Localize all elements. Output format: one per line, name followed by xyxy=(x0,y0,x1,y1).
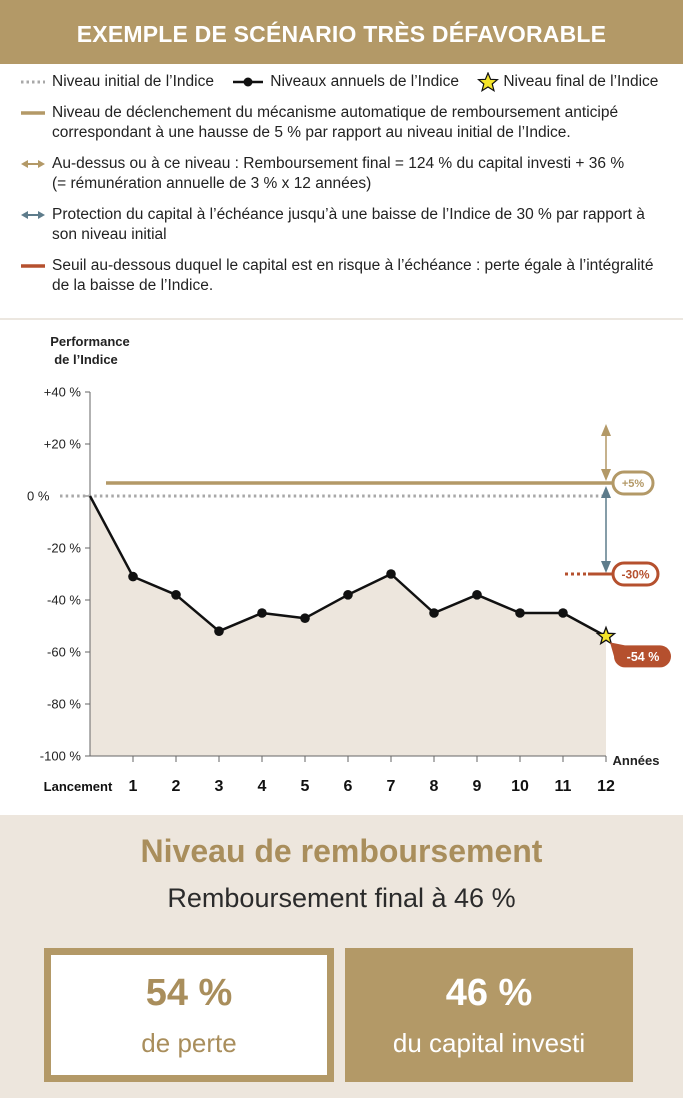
x-tick-label: 7 xyxy=(387,778,396,795)
y-tick-label: -20 % xyxy=(47,541,81,556)
data-point xyxy=(128,571,138,582)
y-tick-label: -60 % xyxy=(47,645,81,660)
dotted-line-icon xyxy=(21,80,45,84)
y-tick-label: 0 % xyxy=(27,489,50,504)
star-icon xyxy=(477,72,500,92)
legend-item-annual: Niveaux annuels de l’Indice xyxy=(232,72,459,92)
x-tick-label: 6 xyxy=(344,778,353,795)
loss-caption: de perte xyxy=(141,1028,237,1058)
x-tick-label: 11 xyxy=(555,778,572,795)
final-star-marker xyxy=(595,625,617,646)
data-point xyxy=(171,590,181,600)
chart-panel: Performance de l’Indice +40 % +20 % 0 % -20… xyxy=(0,318,683,813)
gold-double-arrow-icon xyxy=(21,160,45,168)
y-axis-title-line1: Performance xyxy=(50,334,129,349)
barrier-pill xyxy=(611,561,660,587)
barrier-pill-label: -30% xyxy=(621,568,649,582)
data-point xyxy=(300,613,310,623)
legend-label-final: Niveau final de l’Indice xyxy=(503,73,659,90)
legend-label-above-1: Au-dessus ou à ce niveau : Remboursement… xyxy=(52,155,625,172)
x-tick-label: 9 xyxy=(473,778,482,795)
data-point xyxy=(558,608,568,618)
header-banner: EXEMPLE DE SCÉNARIO TRÈS DÉFAVORABLE xyxy=(0,0,683,64)
legend-label-trigger: Niveau de déclenchement du mécanisme aut… xyxy=(52,104,619,141)
y-axis-title-line2: de l’Indice xyxy=(54,352,118,367)
gold-arrow-head-down xyxy=(601,469,611,481)
y-tick-label: -80 % xyxy=(47,697,81,712)
gold-arrow-head-up xyxy=(601,424,611,436)
legend-label-initial: Niveau initial de l’Indice xyxy=(52,73,214,90)
x-tick-label: 5 xyxy=(301,778,310,795)
data-point xyxy=(515,608,525,618)
data-point xyxy=(429,608,439,618)
x-tick-label: Lancement xyxy=(44,779,113,794)
result-title: Niveau de remboursement xyxy=(140,833,543,869)
y-tick-label: +40 % xyxy=(44,385,82,400)
capital-value: 46 % xyxy=(445,972,533,1014)
y-tick-label: +20 % xyxy=(44,437,82,452)
legend-item-final: Niveau final de l’Indice xyxy=(477,72,658,92)
x-tick-label: 10 xyxy=(511,778,529,795)
y-tick-label: -40 % xyxy=(47,593,81,608)
data-point xyxy=(386,569,396,579)
legend-label-protection: Protection du capital à l’échéance jusqu… xyxy=(52,206,645,243)
capital-card: 46 % du capital investi xyxy=(345,948,633,1082)
legend-label-above-2: (= rémunération annuelle de 3 % x 12 ann… xyxy=(52,175,372,192)
result-subtitle: Remboursement final à 46 % xyxy=(167,883,516,913)
trigger-pill xyxy=(611,470,655,496)
x-tick-label: 12 xyxy=(597,778,615,795)
trigger-pill-label: +5% xyxy=(622,478,645,490)
data-point xyxy=(214,626,224,636)
x-tick-label: 2 xyxy=(172,778,181,795)
legend-label-annual: Niveaux annuels de l’Indice xyxy=(270,73,459,90)
steel-arrow-head-down xyxy=(601,561,611,573)
performance-chart: Performance de l’Indice +40 % +20 % 0 % -20… xyxy=(0,318,683,813)
page-title: EXEMPLE DE SCÉNARIO TRÈS DÉFAVORABLE xyxy=(76,21,607,47)
steel-arrow-head-up xyxy=(601,486,611,498)
legend-text-above: Au-dessus ou à ce niveau : Remboursement… xyxy=(52,154,667,194)
data-point xyxy=(343,590,353,600)
x-tick-label: 4 xyxy=(258,778,267,795)
gold-line-icon xyxy=(21,111,45,115)
data-point xyxy=(472,590,482,600)
area-under-curve xyxy=(90,496,606,756)
x-tick-label: 1 xyxy=(129,778,138,795)
legend-item-initial: Niveau initial de l’Indice xyxy=(20,72,214,92)
x-tick-label: 3 xyxy=(215,778,224,795)
line-marker-icon xyxy=(233,77,264,87)
data-point xyxy=(257,608,267,618)
capital-caption: du capital investi xyxy=(392,1028,586,1058)
steel-double-arrow-icon xyxy=(21,211,45,219)
loss-card: 54 % de perte xyxy=(44,948,334,1082)
rust-line-icon xyxy=(21,264,45,268)
x-tick-label: 8 xyxy=(430,778,439,795)
y-tick-label: -100 % xyxy=(40,749,82,764)
result-panel: Niveau de remboursement Remboursement fi… xyxy=(0,815,683,1098)
final-value-label: -54 % xyxy=(627,650,660,664)
legend-row-series: Niveau initial de l’Indice Niveaux annue… xyxy=(20,72,670,92)
x-axis-title: Années xyxy=(613,753,660,768)
loss-value: 54 % xyxy=(145,972,233,1014)
final-value-callout xyxy=(610,642,671,668)
legend-label-threshold: Seuil au-dessous duquel le capital est e… xyxy=(52,257,654,294)
